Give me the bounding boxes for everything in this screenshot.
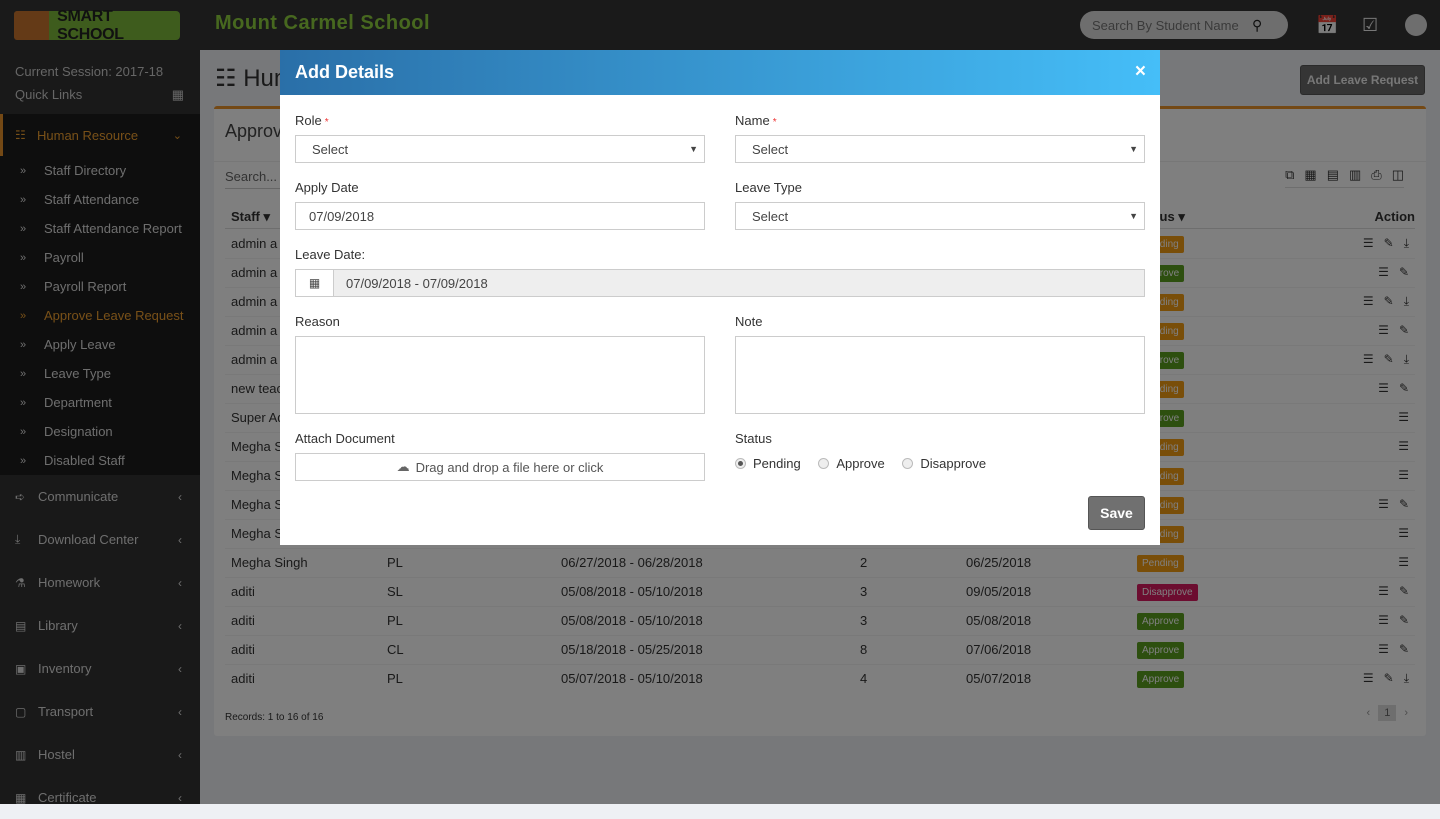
close-icon[interactable]: × xyxy=(1134,61,1146,82)
leave-type-label: Leave Type xyxy=(735,180,802,195)
add-details-modal: Add Details × Role * Select ▼ Name * Select… xyxy=(280,50,1160,545)
name-label: Name * xyxy=(735,113,777,128)
modal-title: Add Details xyxy=(295,62,395,82)
leave-date-range-input[interactable]: ▦ 07/09/2018 - 07/09/2018 xyxy=(295,269,1145,297)
reason-label: Reason xyxy=(295,314,340,329)
status-radio-group: Pending Approve Disapprove xyxy=(735,456,1000,472)
leave-date-label: Leave Date: xyxy=(295,247,366,262)
apply-date-input[interactable]: 07/09/2018 xyxy=(295,202,705,230)
note-textarea[interactable] xyxy=(735,336,1145,414)
cloud-upload-icon: ☁ xyxy=(396,459,410,474)
status-radio-pending[interactable]: Pending xyxy=(735,456,801,471)
file-dropzone[interactable]: ☁ Drag and drop a file here or click xyxy=(295,453,705,481)
status-radio-disapprove[interactable]: Disapprove xyxy=(902,456,986,471)
caret-down-icon: ▼ xyxy=(689,144,698,154)
role-select[interactable]: Select ▼ xyxy=(295,135,705,163)
save-button[interactable]: Save xyxy=(1088,496,1145,530)
caret-down-icon: ▼ xyxy=(1129,211,1138,221)
modal-header: Add Details xyxy=(280,50,1160,95)
status-label: Status xyxy=(735,431,772,446)
role-label: Role * xyxy=(295,113,329,128)
status-radio-approve[interactable]: Approve xyxy=(818,456,885,471)
leave-type-select[interactable]: Select ▼ xyxy=(735,202,1145,230)
reason-textarea[interactable] xyxy=(295,336,705,414)
caret-down-icon: ▼ xyxy=(1129,144,1138,154)
apply-date-label: Apply Date xyxy=(295,180,359,195)
name-select[interactable]: Select ▼ xyxy=(735,135,1145,163)
calendar-icon: ▦ xyxy=(296,270,334,296)
note-label: Note xyxy=(735,314,763,329)
attach-document-label: Attach Document xyxy=(295,431,395,446)
